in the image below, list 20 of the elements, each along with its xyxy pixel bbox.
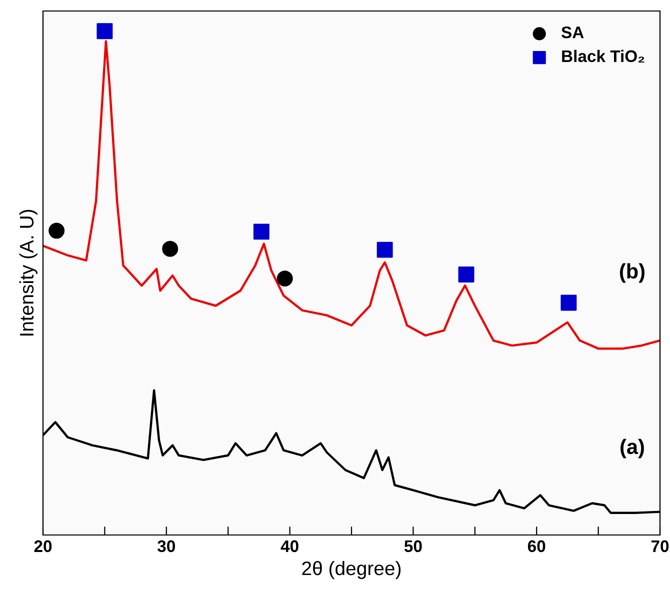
point bbox=[560, 294, 577, 311]
x-tick-label: 50 bbox=[404, 540, 422, 552]
point bbox=[253, 224, 270, 240]
point bbox=[276, 270, 293, 287]
point bbox=[162, 240, 178, 257]
point bbox=[48, 222, 65, 239]
x-tick-label: 20 bbox=[34, 540, 52, 552]
legend-label: SA bbox=[561, 26, 584, 38]
point bbox=[96, 23, 113, 40]
annotation: (a) bbox=[620, 438, 644, 458]
annotation: (b) bbox=[620, 263, 644, 283]
x-tick-label: 40 bbox=[280, 540, 298, 552]
x-axis-title: 2θ (degree) bbox=[302, 560, 401, 580]
x-tick-label: 60 bbox=[528, 540, 546, 552]
x-tick-label: 70 bbox=[651, 540, 669, 552]
y-axis-title: Intensity (A. U) bbox=[19, 210, 38, 336]
legend-label: Black TiO₂ bbox=[562, 50, 644, 62]
point bbox=[458, 266, 474, 282]
x-tick-label: 30 bbox=[158, 540, 175, 552]
point bbox=[376, 242, 393, 258]
